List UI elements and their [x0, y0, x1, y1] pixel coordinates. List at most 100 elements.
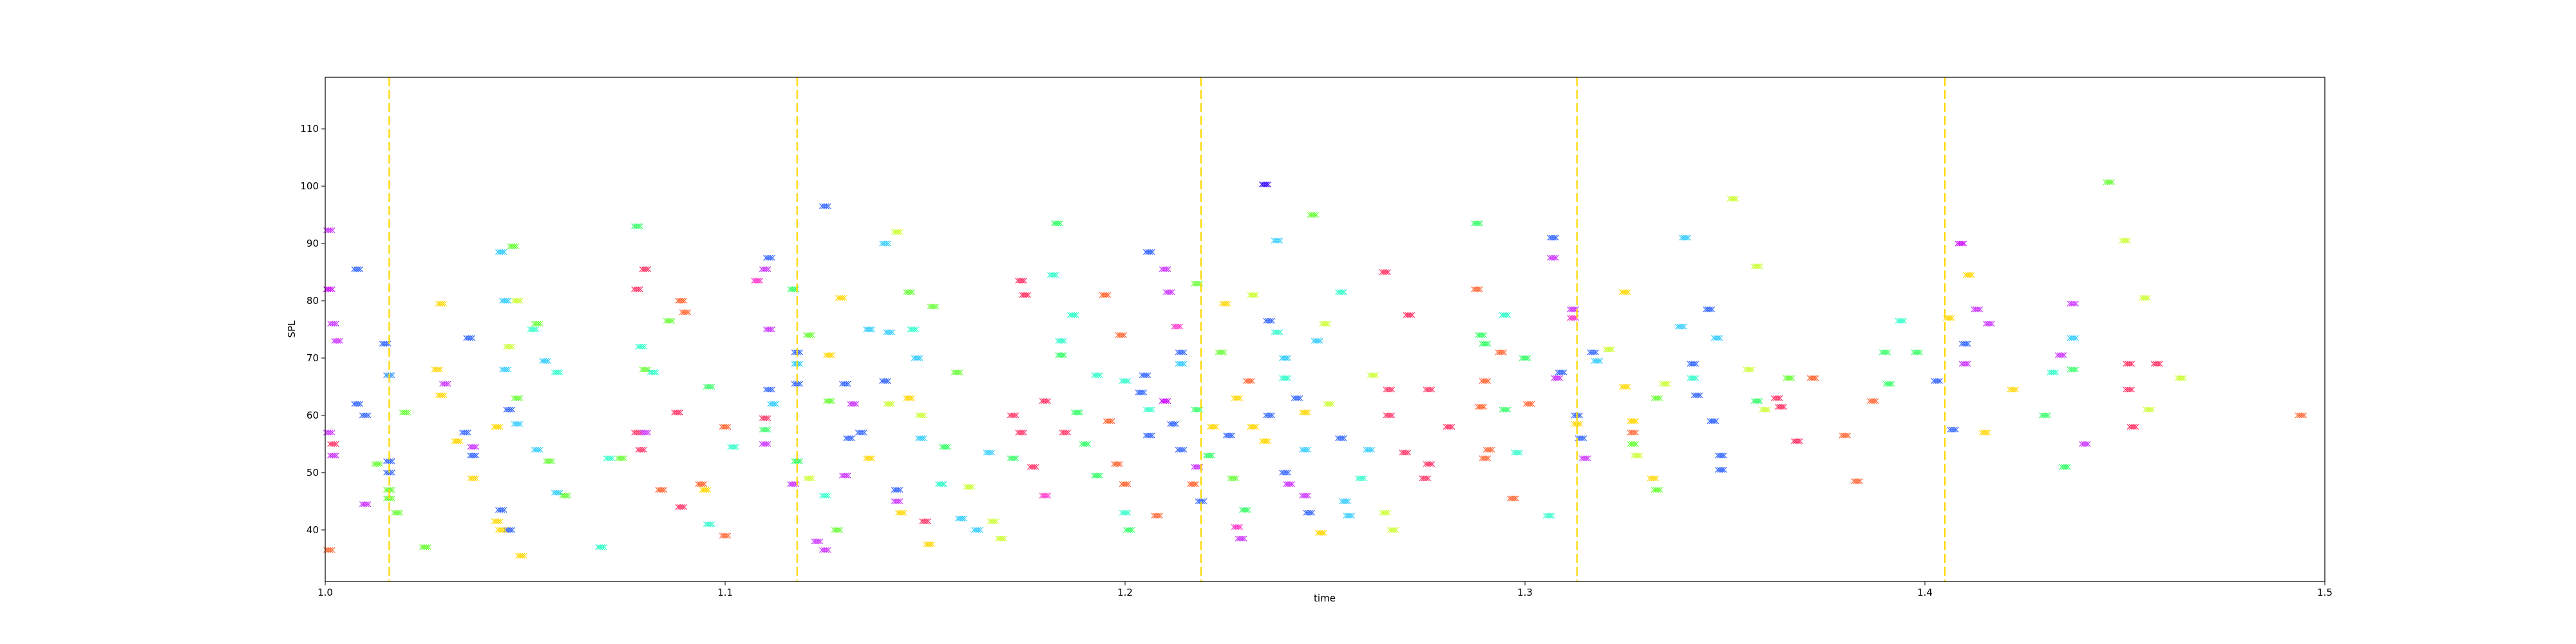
data-point — [847, 401, 859, 407]
x-tick-label: 1.0 — [317, 587, 333, 598]
data-point — [1163, 289, 1175, 296]
data-point — [1051, 220, 1063, 227]
data-point — [467, 475, 480, 482]
data-point — [1071, 410, 1083, 415]
data-point — [1335, 435, 1347, 442]
data-point — [2059, 464, 2071, 470]
data-point — [763, 254, 775, 261]
data-point — [1307, 212, 1320, 218]
data-point — [1471, 286, 1483, 292]
data-point — [1591, 357, 1604, 364]
data-point — [507, 243, 520, 249]
data-point — [951, 369, 963, 375]
data-point — [635, 343, 647, 350]
data-point — [1783, 375, 1795, 381]
data-point — [503, 406, 515, 413]
data-point — [1143, 406, 1155, 413]
data-point — [1522, 401, 1535, 407]
data-point — [811, 538, 824, 545]
data-point — [1578, 455, 1591, 462]
data-point — [1091, 472, 1103, 478]
data-point — [803, 332, 815, 338]
data-point — [1895, 317, 1907, 324]
data-point — [1279, 375, 1291, 381]
data-point — [1235, 535, 1247, 542]
data-point — [351, 401, 363, 407]
data-point — [1119, 481, 1132, 488]
data-point — [2067, 366, 2079, 373]
data-point — [639, 366, 652, 373]
data-point — [1299, 493, 1311, 498]
data-point — [1651, 395, 1663, 401]
data-point — [903, 289, 915, 296]
data-point — [1039, 493, 1052, 498]
data-point — [639, 430, 652, 436]
data-point — [787, 481, 799, 488]
data-point — [2103, 179, 2115, 185]
data-point — [543, 458, 556, 464]
data-point — [1443, 424, 1455, 430]
data-point — [511, 421, 524, 427]
data-point — [831, 527, 844, 533]
data-point — [1931, 378, 1943, 384]
data-point — [1067, 312, 1079, 318]
data-point — [1750, 398, 1763, 404]
data-point — [635, 446, 647, 453]
data-point — [1207, 424, 1219, 430]
data-point — [1575, 435, 1587, 442]
data-point — [1479, 378, 1492, 384]
x-tick-label: 1.3 — [1517, 587, 1533, 598]
data-point — [1687, 375, 1700, 381]
y-tick-label: 100 — [300, 180, 319, 192]
data-point — [995, 535, 1007, 542]
data-point — [1103, 418, 1115, 424]
data-point — [2139, 295, 2151, 301]
data-point — [1475, 404, 1487, 410]
data-point — [907, 327, 920, 332]
data-point — [1079, 440, 1092, 447]
data-point — [2123, 361, 2135, 367]
data-point — [883, 401, 895, 407]
data-point — [2079, 440, 2091, 447]
data-point — [839, 472, 851, 478]
data-point — [823, 352, 835, 358]
data-point — [495, 527, 507, 533]
data-point — [891, 229, 904, 235]
data-point — [1499, 312, 1511, 318]
data-point — [1303, 509, 1315, 516]
data-point — [1743, 366, 1756, 373]
data-point — [1627, 440, 1639, 447]
data-point — [891, 498, 904, 504]
data-point — [1111, 461, 1123, 468]
data-point — [1115, 332, 1128, 338]
data-point — [2143, 406, 2155, 413]
data-point — [915, 435, 927, 442]
y-tick-label: 70 — [307, 352, 319, 364]
data-point — [987, 518, 999, 525]
data-point — [467, 444, 480, 450]
data-point — [1263, 412, 1275, 419]
data-point — [2007, 386, 2019, 393]
data-point — [639, 266, 652, 272]
data-point — [1543, 513, 1555, 519]
data-point — [675, 504, 687, 510]
data-point — [1978, 430, 1991, 436]
data-point — [359, 412, 372, 419]
x-tick-label: 1.2 — [1117, 587, 1133, 598]
data-point — [1603, 346, 1615, 353]
data-point — [631, 286, 643, 292]
data-point — [1059, 430, 1072, 436]
data-point — [1851, 478, 1863, 484]
data-point — [819, 493, 831, 498]
data-point — [1627, 430, 1639, 436]
data-point — [803, 475, 815, 482]
data-point — [495, 507, 507, 513]
x-axis: 1.0 1.1 1.2 1.3 1.4 1.5 — [317, 582, 2333, 598]
data-point — [1191, 464, 1204, 470]
data-points — [323, 179, 2307, 559]
data-point — [1867, 398, 1879, 404]
data-point — [1703, 306, 1715, 312]
data-point — [491, 518, 504, 525]
data-point — [435, 392, 448, 399]
data-point — [1379, 269, 1391, 275]
